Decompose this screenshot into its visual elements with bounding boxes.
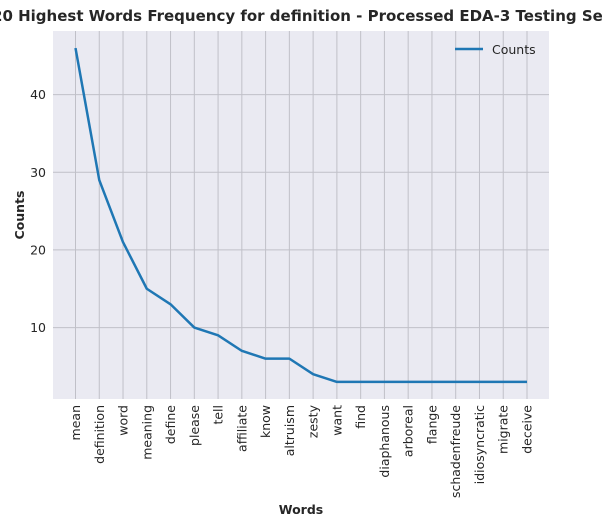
x-axis-label: Words — [279, 502, 323, 517]
x-tick-label: meaning — [139, 405, 154, 460]
x-tick-label: flange — [424, 405, 439, 444]
x-tick-label: define — [163, 405, 178, 444]
y-tick-label: 20 — [30, 242, 46, 257]
y-axis-label: Counts — [12, 191, 27, 240]
x-tick-label: deceive — [520, 405, 535, 454]
x-tick-label: mean — [68, 405, 83, 440]
legend: Counts — [455, 42, 536, 57]
x-tick-label: tell — [211, 405, 226, 425]
x-tick-label: altruism — [282, 405, 297, 456]
grid-lines — [53, 31, 549, 399]
plot-area — [53, 31, 549, 399]
y-tick-label: 30 — [30, 165, 46, 180]
x-axis-ticks: mean definition word meaning define please tel… — [68, 404, 535, 498]
x-tick-label: find — [353, 405, 368, 429]
series-line-counts — [74, 47, 527, 384]
x-tick-label: arboreal — [401, 405, 416, 457]
y-tick-label: 40 — [30, 87, 46, 102]
x-tick-label: definition — [92, 405, 107, 464]
x-tick-label: want — [329, 405, 344, 436]
x-tick-label: idiosyncratic — [472, 405, 487, 484]
legend-label-counts: Counts — [492, 42, 536, 57]
x-tick-label: migrate — [496, 405, 511, 454]
x-tick-label: word — [116, 405, 131, 436]
x-tick-label: know — [258, 405, 273, 438]
x-tick-label: please — [187, 405, 202, 446]
y-axis-ticks: 10 20 30 40 — [30, 87, 46, 335]
x-tick-label: diaphanous — [377, 405, 392, 478]
y-tick-label: 10 — [30, 320, 46, 335]
x-tick-label: schadenfreude — [448, 405, 463, 498]
x-tick-label: zesty — [306, 404, 321, 438]
chart-title: 20 Highest Words Frequency for definitio… — [0, 7, 602, 25]
x-tick-label: affiliate — [234, 405, 249, 452]
